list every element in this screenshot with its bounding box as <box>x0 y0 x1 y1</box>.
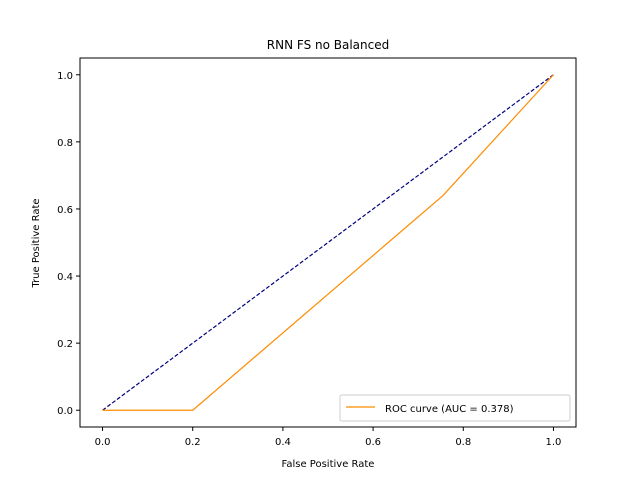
roc-curve-line <box>102 74 554 411</box>
x-tick-label: 0.8 <box>455 437 471 448</box>
axis-ticks: 0.0 0.2 0.4 0.6 0.8 1.0 0.0 0.2 0.4 0.6 0.8 1.0 <box>57 71 561 448</box>
x-axis-label: False Positive Rate <box>282 459 375 470</box>
legend: ROC curve (AUC = 0.378) <box>339 394 571 422</box>
chart-title: RNN FS no Balanced <box>267 38 389 52</box>
y-tick-label: 0.2 <box>57 339 73 350</box>
x-tick-label: 0.4 <box>275 437 291 448</box>
y-tick-label: 0.0 <box>57 406 73 417</box>
x-tick-label: 0.2 <box>185 437 201 448</box>
legend-label-roc: ROC curve (AUC = 0.378) <box>385 404 514 415</box>
plot-frame <box>79 57 577 428</box>
x-tick-label: 1.0 <box>546 437 562 448</box>
plot-area <box>102 74 554 411</box>
x-tick-label: 0.0 <box>95 437 111 448</box>
y-tick-label: 0.6 <box>57 205 73 216</box>
chance-diagonal-line <box>102 74 554 411</box>
y-tick-label: 0.4 <box>57 272 73 283</box>
legend-box <box>339 394 571 422</box>
y-tick-label: 1.0 <box>57 71 73 82</box>
y-tick-label: 0.8 <box>57 138 73 149</box>
x-tick-label: 0.6 <box>365 437 381 448</box>
y-axis-label: True Positive Rate <box>31 198 42 288</box>
